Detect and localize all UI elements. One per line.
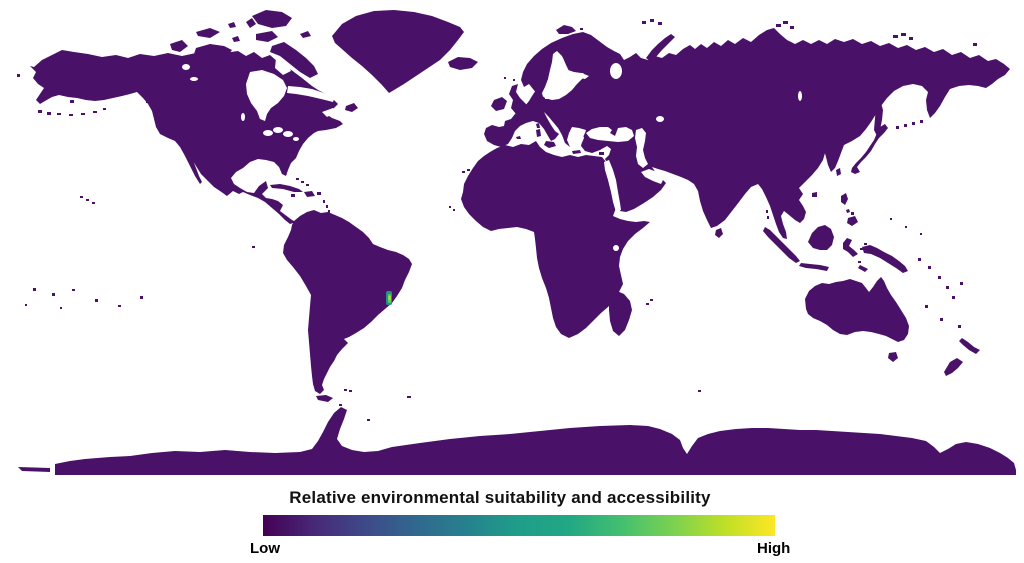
great-lake bbox=[273, 127, 283, 133]
landmass-sakhalin bbox=[874, 103, 883, 136]
landmass-africa bbox=[461, 141, 650, 338]
great-slave-lake bbox=[190, 77, 198, 81]
white-sea bbox=[610, 63, 622, 79]
landmass-ireland bbox=[491, 97, 507, 111]
aegean-sea bbox=[570, 130, 584, 145]
foxe-basin bbox=[275, 58, 291, 75]
landmass-south-america bbox=[283, 210, 412, 394]
highlight-core bbox=[388, 296, 391, 300]
landmass-med-islands bbox=[516, 123, 604, 155]
legend-high-label: High bbox=[757, 540, 791, 557]
colorbar-rect bbox=[263, 515, 775, 536]
hudson-bay bbox=[246, 70, 287, 121]
great-lake bbox=[263, 130, 273, 136]
landmass-antarctica bbox=[55, 407, 1016, 475]
landmass-svalbard-nz bbox=[556, 25, 675, 61]
colorbar-gradient bbox=[263, 515, 775, 536]
red-sea bbox=[604, 160, 621, 212]
landmass-tierra-del-fuego bbox=[316, 395, 333, 402]
persian-gulf bbox=[641, 169, 664, 184]
landmass-north-america bbox=[30, 50, 343, 224]
landmass-timor bbox=[858, 265, 868, 272]
landmasses bbox=[17, 10, 1016, 475]
legend-low-label: Low bbox=[250, 540, 280, 557]
great-bear-lake bbox=[182, 64, 190, 70]
hudson-strait bbox=[287, 86, 335, 102]
landmass-madagascar bbox=[609, 291, 632, 336]
landmass-taiwan bbox=[836, 168, 841, 176]
baltic-sea bbox=[545, 52, 586, 99]
landmass-new-zealand bbox=[944, 338, 980, 376]
landmass-borneo bbox=[808, 225, 834, 250]
suitability-highlight bbox=[386, 291, 392, 305]
landmass-japan bbox=[851, 124, 888, 174]
landmass-sulawesi bbox=[843, 238, 858, 257]
landmass-antarctica-strip bbox=[18, 467, 50, 472]
lake-winnipeg bbox=[241, 113, 245, 121]
black-sea bbox=[586, 127, 634, 142]
legend-title: Relative environmental suitability and a… bbox=[289, 488, 711, 507]
aral-sea bbox=[656, 116, 664, 122]
great-lake bbox=[293, 137, 299, 141]
landmass-sri-lanka bbox=[715, 228, 723, 238]
landmass-sumatra bbox=[763, 227, 800, 263]
caspian-sea bbox=[635, 128, 648, 168]
landmass-hainan bbox=[812, 192, 817, 197]
gulf-of-finland bbox=[568, 72, 589, 79]
great-lake bbox=[283, 131, 293, 137]
landmass-caribbean bbox=[270, 184, 321, 197]
inland-seas bbox=[182, 52, 802, 251]
landmass-philippines bbox=[841, 193, 858, 226]
lake-baikal bbox=[798, 91, 802, 101]
landmass-java bbox=[799, 263, 829, 271]
landmass-tasmania bbox=[888, 352, 898, 362]
landmass-australia bbox=[805, 277, 909, 342]
colorbar bbox=[263, 515, 775, 536]
landmass-new-guinea bbox=[862, 245, 908, 273]
lake-victoria bbox=[613, 245, 619, 251]
world-map bbox=[17, 10, 1016, 475]
landmass-newfoundland bbox=[345, 103, 358, 112]
landmass-greenland bbox=[332, 10, 464, 93]
landmass-arctic-islands bbox=[170, 10, 318, 78]
st-lawrence-gulf bbox=[322, 108, 337, 117]
landmass-iceland bbox=[448, 57, 478, 70]
